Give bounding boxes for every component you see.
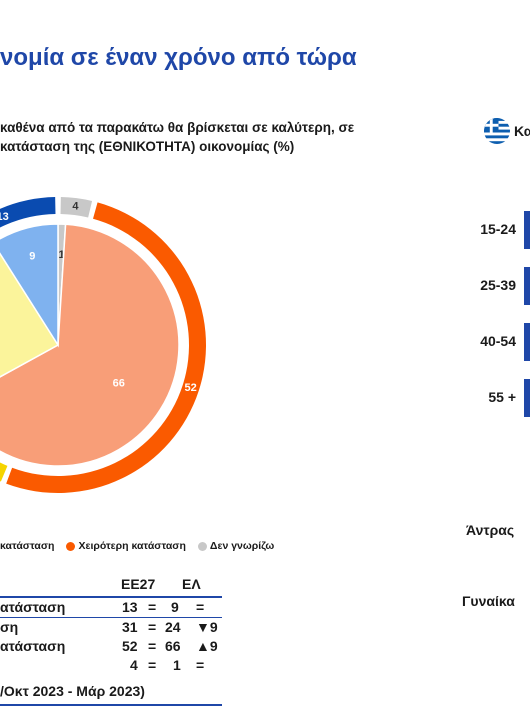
outer-slice-same — [0, 462, 8, 482]
chart-legend: κατάσταση Χειρότερη κατάσταση Δεν γνωρίζ… — [0, 540, 274, 552]
survey-period-note: /Οκτ 2023 - Μάρ 2023) — [0, 683, 145, 699]
inner-data-label-dont-know: 1 — [59, 249, 65, 261]
column-header-eu27: ΕΕ27 — [121, 576, 156, 592]
table-row: 4 = 1 = — [0, 656, 222, 675]
legend-label: Χειρότερη κατάσταση — [78, 540, 186, 552]
age-group-label: 55 + — [488, 389, 516, 405]
inner-slice-better — [0, 223, 59, 348]
row-label: ατάσταση — [0, 599, 66, 615]
outer-slice-dont-know — [60, 197, 93, 218]
eu27-change: = — [148, 657, 157, 673]
country-label: Κα — [514, 123, 530, 139]
age-group-bar — [524, 211, 530, 249]
age-group-label: 15-24 — [480, 221, 516, 237]
age-group-label: 25-39 — [480, 277, 516, 293]
question-line-2: κατάσταση της (ΕΘΝΙΚΟΤΗΤΑ) οικονομίας (%… — [0, 139, 295, 154]
outer-data-label-worse: 52 — [185, 382, 197, 394]
eu27-value: 13 — [122, 599, 138, 615]
question-line-1: καθένα από τα παρακάτω θα βρίσκεται σε κ… — [0, 120, 355, 135]
gender-label-male: Άντρας — [466, 522, 515, 538]
eu27-value: 4 — [130, 657, 138, 673]
question-text: καθένα από τα παρακάτω θα βρίσκεται σε κ… — [0, 118, 420, 156]
inner-data-label-worse: 66 — [113, 377, 125, 389]
legend-item-worse: Χειρότερη κατάσταση — [66, 540, 186, 552]
legend-label: Δεν γνωρίζω — [209, 540, 275, 552]
legend-swatch — [197, 541, 207, 551]
column-header-el: ΕΛ — [182, 576, 201, 592]
table-row: ατάσταση 13 = 9 = — [0, 598, 222, 618]
eu27-value: 31 — [122, 619, 138, 635]
el-change: ▲9 — [196, 638, 218, 654]
outer-data-label-dont-know: 4 — [72, 201, 79, 213]
eu27-change: = — [148, 638, 157, 654]
el-change: = — [196, 599, 205, 615]
row-label: ατάσταση — [0, 638, 66, 654]
el-change: ▼9 — [196, 619, 218, 635]
eu27-change: = — [148, 599, 157, 615]
greek-flag-icon — [484, 118, 510, 144]
inner-slice-same — [0, 252, 60, 378]
inner-data-label-better: 9 — [29, 251, 35, 263]
table-row: ατάσταση 52 = 66 ▲9 — [0, 637, 222, 656]
table-header: ΕΕ27 ΕΛ — [0, 574, 222, 598]
age-group-bar — [524, 267, 530, 305]
legend-swatch — [66, 541, 76, 551]
age-group-label: 40-54 — [480, 333, 516, 349]
page-title: νομία σε έναν χρόνο από τώρα — [0, 44, 357, 71]
eu27-change: = — [148, 619, 157, 635]
el-value: 1 — [173, 657, 181, 673]
gender-label-female: Γυναίκα — [462, 593, 515, 609]
legend-label: κατάσταση — [0, 540, 55, 552]
donut-chart: 4523113166249 — [0, 197, 206, 493]
eu27-value: 52 — [122, 638, 138, 654]
footer-divider — [0, 704, 222, 706]
legend-item-dont-know: Δεν γνωρίζω — [197, 540, 275, 552]
table-row: ση 31 = 24 ▼9 — [0, 618, 222, 637]
el-value: 9 — [171, 599, 179, 615]
inner-slice-worse — [0, 223, 180, 467]
el-value: 66 — [165, 638, 181, 654]
el-value: 24 — [165, 619, 181, 635]
el-change: = — [196, 657, 205, 673]
results-table: ΕΕ27 ΕΛ ατάσταση 13 = 9 = ση 31 = 24 ▼9 … — [0, 574, 222, 675]
row-label: ση — [0, 619, 19, 635]
age-group-bar — [524, 323, 530, 361]
outer-slice-better — [0, 197, 56, 228]
outer-data-label-better: 13 — [0, 211, 9, 223]
age-group-bar — [524, 379, 530, 417]
legend-item-same: κατάσταση — [0, 540, 54, 552]
country-header: Κα — [484, 118, 530, 144]
